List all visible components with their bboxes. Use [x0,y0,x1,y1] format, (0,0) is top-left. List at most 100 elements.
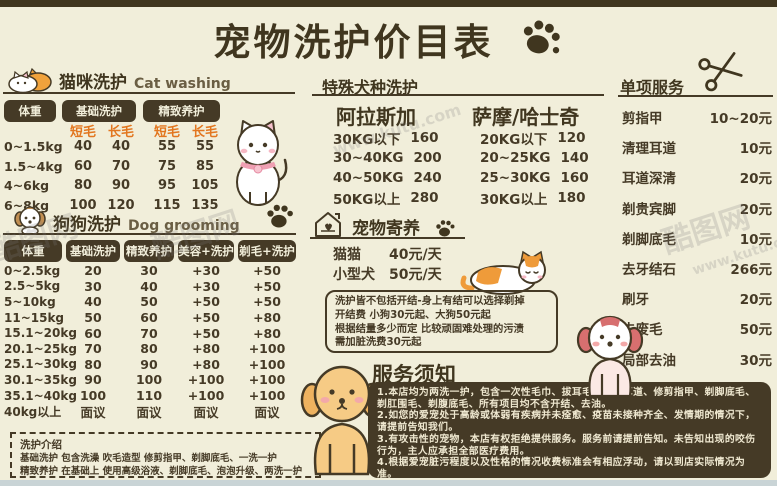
price-cell: 95 [157,178,177,194]
list-item: 剃脚底毛 10元 [622,223,772,253]
price-cell: 100 [135,372,163,388]
list-item: 剃贵宾脚 20元 [622,193,772,223]
wash-intro-line: 基础洗护 包含洗澡 吹毛造型 修剪指甲、剃脚底毛、一洗一护 [20,453,277,464]
price-cell: 70 [84,341,102,357]
column-header: 精致养护 [124,240,174,262]
weight-label: 1.5~4kg [4,158,63,174]
price-cell: 135 [191,197,219,213]
price: 10元 [739,231,772,248]
weight-label: 40kg以上 [4,404,62,419]
price-cell: 面议 [80,404,106,420]
table-row: 0~2.5kg 20 30 +30 +50 [4,263,296,279]
price: 20元 [739,201,772,218]
puppy-illustration [576,315,644,398]
note-line: 需加脏洗费30元起 [335,336,422,349]
service-name: 去牙结石 [622,262,676,279]
price-cell: 85 [195,158,215,174]
breed-name: 阿拉斯加 [336,105,416,129]
weight-range: 40~50KG [333,170,404,186]
price-cell: +50 [253,263,281,279]
dog-grooming-subtitle: Dog grooming [128,218,240,234]
column-header: 体重 [4,240,62,262]
table-row: 2.5~5kg 30 40 +30 +50 [4,279,296,295]
boarding-header: 宠物寄养 [312,210,457,239]
table-row: 0~1.5kg 40 40 55 55 [4,137,224,157]
table-row: 35.1~40kg 100 110 +100 +100 [4,388,296,404]
breed-name: 萨摩/哈士奇 [472,105,580,129]
price-cell: 90 [84,372,102,388]
paw-icon [267,204,293,228]
price-cell: 105 [191,178,219,194]
price-cell: 70 [111,158,131,174]
price-cell: +100 [248,341,286,357]
subheader-long-hair: 长毛 [191,125,218,140]
price-cell: +50 [253,294,281,310]
table-row: 30.1~35kg 90 100 +100 +100 [4,372,296,388]
price-cell: +30 [192,278,220,294]
cat-table-headers: 体重 基础洗护 精致养护 [4,100,220,122]
weight-range: 30~40KG [333,150,404,166]
price-cell: +100 [248,388,286,404]
single-services-title: 单项服务 [620,78,685,97]
golden-dog-illustration [300,365,384,476]
table-row: 1.5~4kg 60 70 75 85 [4,157,224,177]
service-name: 刷牙 [622,292,649,309]
price: 140 [560,150,589,166]
price-cell: +80 [253,325,281,341]
service-note: 4.根据爱宠脏污程度以及性格的情况收费标准会有相应浮动，请以到店实际情况为准。 [377,457,746,478]
breed-price-list: 20KG以下 120 20~25KG 140 25~30KG 160 30KG以上 18… [480,128,589,208]
subheader-short-hair: 短毛 [153,125,180,140]
divider [312,94,604,96]
table-row: 6~8kg 100 120 115 135 [4,196,224,216]
weight-range: 25~30KG [480,170,551,186]
price-cell: 100 [79,388,107,404]
note-line: 洗护皆不包括开结-身上有结可以选择剃掉 [335,295,525,307]
price: 10~20元 [709,111,772,128]
service-name: 剪指甲 [622,111,663,128]
price-cell: +100 [248,372,286,388]
price-cell: +50 [192,294,220,310]
service-note: 1.本店均为两洗一护，包含一次性毛巾、拔耳毛、清理耳道、修剪指甲、剃脚底毛、剃肛… [377,387,756,410]
price: 180 [557,190,586,206]
puppy-face-icon [14,206,46,235]
divider [3,92,295,94]
price: 280 [410,190,439,206]
weight-label: 20.1~25kg [4,341,77,356]
price-cell: 40 [111,139,131,155]
special-breeds-title: 特殊犬种洗护 [322,78,419,97]
price-cell: 120 [107,197,135,213]
table-row: 15.1~20kg 60 70 +50 +80 [4,325,296,341]
price-cell: +100 [187,372,225,388]
page-title: 宠物洗护价目表 [213,21,494,64]
cat-table-body: 0~1.5kg 40 40 55 55 1.5~4kg 60 70 75 85 … [4,137,224,215]
weight-label: 0~1.5kg [4,139,63,155]
price: 160 [410,130,439,146]
table-row: 4~6kg 80 90 95 105 [4,176,224,196]
boarding-price-list: 猫猫 40元/天 小型犬 50元/天 [333,244,442,284]
pet-type: 小型犬 [333,267,375,283]
boarding-title: 宠物寄养 [352,219,420,239]
column-header: 美容+洗护 [178,240,234,262]
house-icon [315,212,341,237]
table-row: 40kg以上 面议 面议 面议 面议 [4,403,296,420]
price: 20元 [739,171,772,188]
list-item: 剪指甲 10~20元 [622,102,772,132]
table-row: 25.1~30kg 80 90 +80 +100 [4,357,296,373]
list-item: 50KG以上 280 [333,188,442,208]
price-cell: +100 [248,356,286,372]
weight-label: 11~15kg [4,310,65,325]
service-name: 清理耳道 [622,141,676,158]
single-services-list: 剪指甲 10~20元 清理耳道 10元 耳道深清 20元 剃贵宾脚 20元 剃脚底毛 10… [622,102,772,374]
table-row: 5~10kg 40 50 +50 +50 [4,294,296,310]
price-cell: 80 [84,356,102,372]
price-cell: 50 [140,294,158,310]
note-line: 开结费 小狗30元起、大狗50元起 [335,308,491,321]
cat-table-subheaders: 短毛 长毛 短毛 长毛 [4,121,224,140]
price-cell: +100 [187,388,225,404]
price-cell: 面议 [193,404,219,420]
price-cell: 20 [84,263,102,279]
price: 50元 [739,322,772,339]
pet-type: 猫猫 [333,247,361,263]
weight-label: 4~6kg [4,178,50,194]
